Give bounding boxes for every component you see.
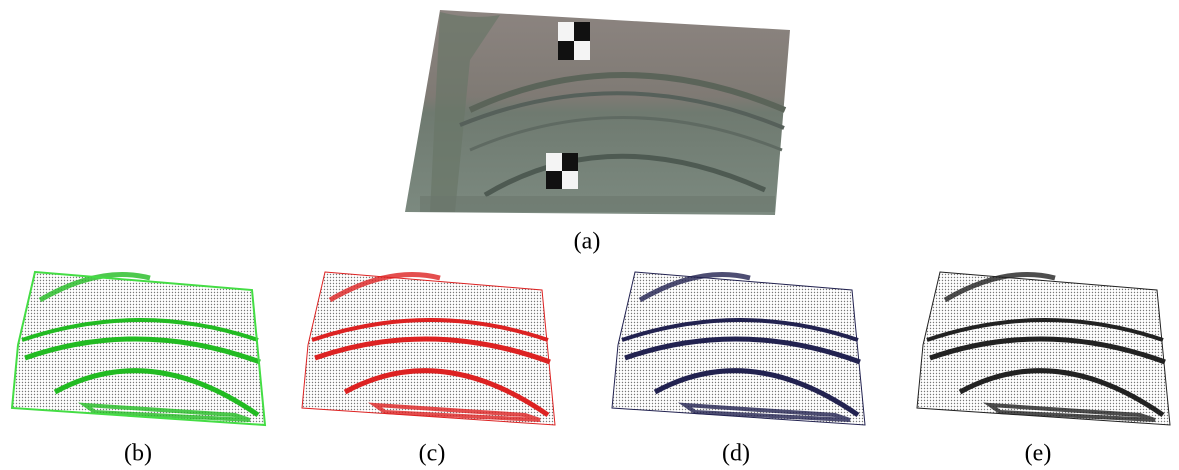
target xyxy=(558,22,590,60)
panel-label: (d) xyxy=(722,441,750,467)
figure: (a) (b) (c) (d) (e) xyxy=(0,0,1179,470)
point-cloud xyxy=(612,272,865,425)
target xyxy=(546,153,578,189)
panel-label: (b) xyxy=(124,441,152,467)
panel-label: (e) xyxy=(1025,441,1052,467)
point-cloud xyxy=(917,272,1170,425)
photo xyxy=(405,10,790,215)
point-cloud xyxy=(302,272,555,425)
panel-label: (a) xyxy=(574,229,601,255)
panel-label: (c) xyxy=(419,441,446,467)
point-cloud xyxy=(12,272,265,425)
